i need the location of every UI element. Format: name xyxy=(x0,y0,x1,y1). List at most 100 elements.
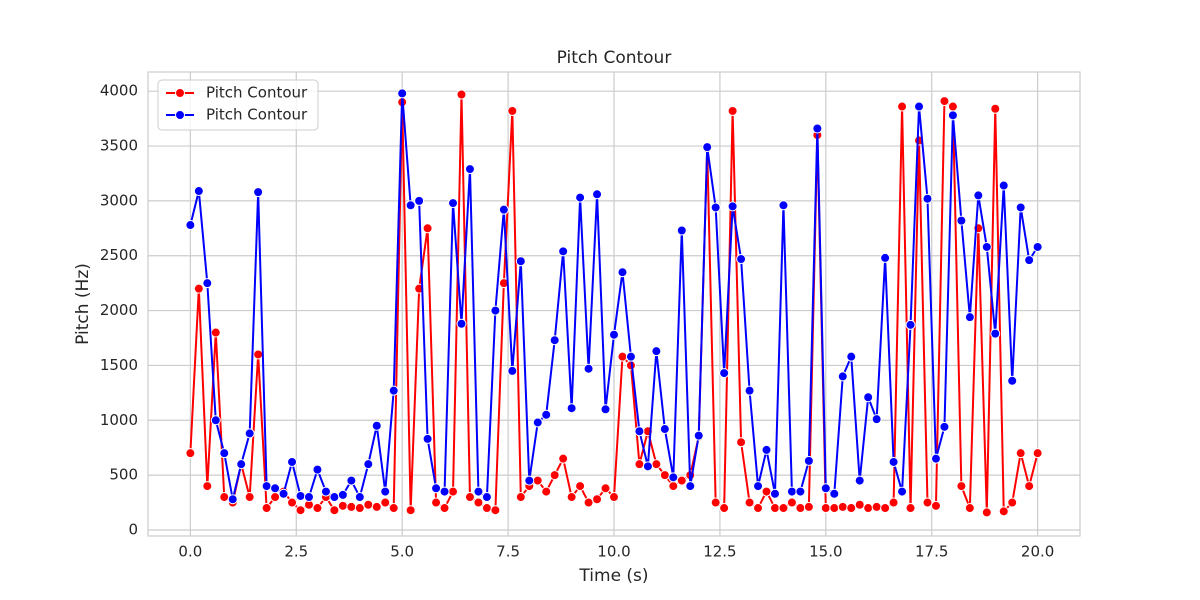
point xyxy=(380,497,391,508)
point xyxy=(769,488,780,499)
x-axis-label: Time (s) xyxy=(578,566,648,586)
point xyxy=(354,503,365,514)
point xyxy=(422,223,433,234)
point xyxy=(905,319,916,330)
point xyxy=(778,200,789,211)
point xyxy=(668,481,679,492)
point xyxy=(854,499,865,510)
point xyxy=(439,503,450,514)
point xyxy=(473,486,484,497)
y-tick-label: 1500 xyxy=(100,356,138,374)
point xyxy=(507,365,518,376)
point xyxy=(829,488,840,499)
point xyxy=(532,417,543,428)
point xyxy=(185,448,196,459)
point xyxy=(227,494,238,505)
point xyxy=(329,505,340,516)
point xyxy=(871,414,882,425)
point xyxy=(922,497,933,508)
x-tick-label: 15.0 xyxy=(809,543,842,561)
point xyxy=(786,486,797,497)
point xyxy=(312,464,323,475)
point xyxy=(897,486,908,497)
plot xyxy=(185,88,1043,518)
x-tick-label: 17.5 xyxy=(915,543,948,561)
point xyxy=(676,225,687,236)
point xyxy=(786,497,797,508)
point xyxy=(337,489,348,500)
legend-label: Pitch Contour xyxy=(206,84,308,102)
point xyxy=(617,267,628,278)
point xyxy=(685,481,696,492)
point xyxy=(727,105,738,116)
point xyxy=(363,499,374,510)
point xyxy=(371,420,382,431)
point xyxy=(820,503,831,514)
point xyxy=(253,187,264,198)
point xyxy=(405,200,416,211)
point xyxy=(1007,375,1018,386)
point xyxy=(210,327,221,338)
point xyxy=(897,101,908,112)
y-tick-label: 4000 xyxy=(100,82,138,100)
x-tick-label: 0.0 xyxy=(178,543,202,561)
point xyxy=(261,503,272,514)
point xyxy=(346,475,357,486)
point xyxy=(863,503,874,514)
point xyxy=(888,456,899,467)
point xyxy=(905,503,916,514)
point xyxy=(1032,448,1043,459)
point xyxy=(380,486,391,497)
point xyxy=(837,501,848,512)
point xyxy=(1024,481,1035,492)
point xyxy=(1024,255,1035,266)
point xyxy=(668,472,679,483)
point xyxy=(820,483,831,494)
point xyxy=(727,201,738,212)
point xyxy=(922,193,933,204)
y-tick-label: 3500 xyxy=(100,137,138,155)
x-tick-label: 20.0 xyxy=(1021,543,1054,561)
point xyxy=(363,459,374,470)
point xyxy=(558,453,569,464)
point xyxy=(210,415,221,426)
point xyxy=(600,404,611,415)
y-tick-label: 0 xyxy=(128,520,138,538)
point xyxy=(481,492,492,503)
point xyxy=(981,507,992,518)
point xyxy=(312,503,323,514)
point xyxy=(651,346,662,357)
point xyxy=(1015,202,1026,213)
point xyxy=(354,492,365,503)
point xyxy=(769,503,780,514)
point xyxy=(693,430,704,441)
point xyxy=(744,385,755,396)
point xyxy=(914,101,925,112)
x-tick-label: 5.0 xyxy=(390,543,414,561)
point xyxy=(490,505,501,516)
point xyxy=(634,426,645,437)
point xyxy=(439,486,450,497)
point xyxy=(541,409,552,420)
point xyxy=(964,312,975,323)
point xyxy=(837,371,848,382)
point xyxy=(634,459,645,470)
point xyxy=(642,461,653,472)
legend-box xyxy=(157,79,319,131)
point xyxy=(295,505,306,516)
point xyxy=(888,497,899,508)
point xyxy=(303,492,314,503)
chart-title: Pitch Contour xyxy=(557,48,672,68)
point xyxy=(583,497,594,508)
point xyxy=(736,437,747,448)
point xyxy=(490,305,501,316)
point xyxy=(558,246,569,257)
point xyxy=(592,494,603,505)
point xyxy=(397,88,408,99)
point xyxy=(566,492,577,503)
point xyxy=(473,497,484,508)
point xyxy=(659,424,670,435)
point xyxy=(329,492,340,503)
point xyxy=(956,215,967,226)
point xyxy=(388,503,399,514)
